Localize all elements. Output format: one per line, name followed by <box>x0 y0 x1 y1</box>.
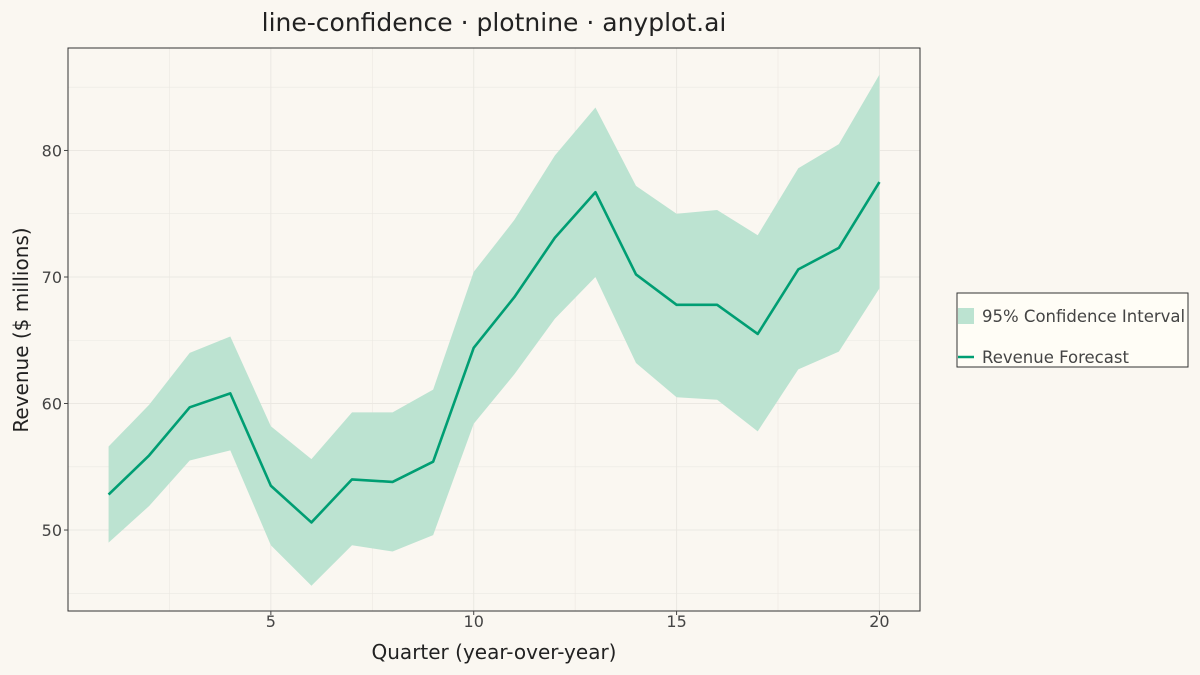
legend-swatch-confidence-interval <box>958 308 974 324</box>
x-tick-label: 15 <box>666 612 686 631</box>
plot-panel <box>67 47 921 612</box>
y-axis: 50 60 70 80 <box>42 141 68 540</box>
y-axis-title: Revenue ($ millions) <box>9 227 33 432</box>
legend: 95% Confidence Interval Revenue Forecast <box>956 292 1189 368</box>
x-axis-title: Quarter (year-over-year) <box>372 640 617 664</box>
legend-label-confidence-interval: 95% Confidence Interval <box>982 307 1185 326</box>
plot-border <box>67 47 921 612</box>
x-tick-label: 10 <box>464 612 484 631</box>
x-tick-label: 20 <box>869 612 889 631</box>
x-axis: 5 10 15 20 <box>266 611 890 631</box>
legend-label-revenue-forecast: Revenue Forecast <box>982 348 1129 367</box>
y-tick-label: 60 <box>42 395 62 414</box>
legend-box <box>956 292 1189 368</box>
x-tick-label: 5 <box>266 612 276 631</box>
chart-title: line-confidence · plotnine · anyplot.ai <box>262 8 727 37</box>
y-tick-label: 80 <box>42 141 62 160</box>
revenue-forecast-line <box>107 181 881 524</box>
y-tick-label: 70 <box>42 268 62 287</box>
confidence-band <box>108 74 880 586</box>
y-tick-label: 50 <box>42 521 62 540</box>
